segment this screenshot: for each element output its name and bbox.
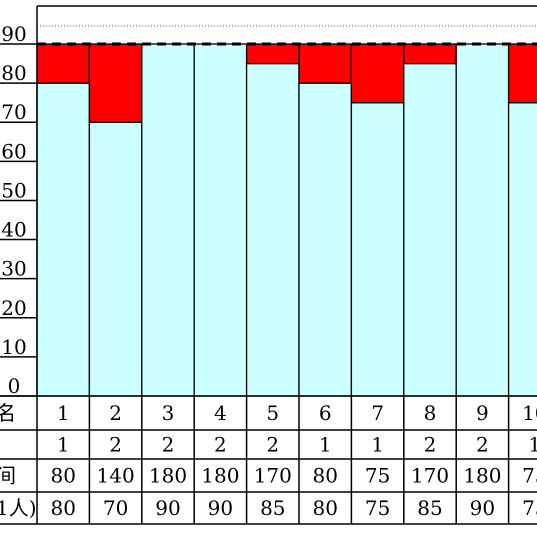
table-cell: 75 bbox=[365, 464, 390, 488]
table-cell: 5 bbox=[266, 401, 279, 425]
table-cell: 3 bbox=[162, 401, 175, 425]
reference-line-group bbox=[37, 25, 537, 46]
table-cell: 2 bbox=[109, 433, 122, 457]
table-cell: 8 bbox=[424, 401, 437, 425]
table-row-label: 间 bbox=[0, 464, 16, 488]
table-cell: 75 bbox=[522, 464, 537, 488]
table-cell: 2 bbox=[476, 433, 489, 457]
bar-segment-base bbox=[350, 102, 405, 397]
y-tick-label: 80 bbox=[1, 61, 26, 85]
table-cell: 85 bbox=[260, 496, 285, 520]
y-tick-label: 10 bbox=[1, 335, 26, 359]
table-cell: 170 bbox=[254, 464, 292, 488]
bars bbox=[36, 43, 537, 397]
table-cell: 1 bbox=[528, 433, 537, 457]
bar-segment-base bbox=[455, 43, 510, 397]
table-cell: 140 bbox=[97, 464, 135, 488]
table-cell: 10 bbox=[522, 401, 537, 425]
y-tick-label: 90 bbox=[1, 22, 26, 46]
bar-segment-base bbox=[36, 82, 91, 397]
table-cell: 6 bbox=[319, 401, 332, 425]
bar-segment-top bbox=[350, 43, 405, 104]
table-row-label: 1人) bbox=[0, 496, 37, 520]
bar-segment-top bbox=[298, 43, 353, 84]
bar-segment-top bbox=[36, 43, 91, 84]
bar-segment-top bbox=[245, 43, 300, 65]
bar-segment-top bbox=[88, 43, 143, 123]
table-cell: 2 bbox=[424, 433, 437, 457]
y-tick-label: 60 bbox=[1, 139, 26, 163]
table-cell: 90 bbox=[155, 496, 180, 520]
table-cell: 80 bbox=[50, 464, 75, 488]
table-cell: 1 bbox=[371, 433, 384, 457]
table-cell: 75 bbox=[365, 496, 390, 520]
bar-segment-base bbox=[88, 121, 143, 397]
table-cell: 85 bbox=[417, 496, 442, 520]
table-cell: 170 bbox=[411, 464, 449, 488]
table-cell: 75 bbox=[522, 496, 537, 520]
table-cell: 4 bbox=[214, 401, 227, 425]
table-cell: 1 bbox=[57, 433, 70, 457]
bar-segment-base bbox=[298, 82, 353, 397]
table-cell: 2 bbox=[214, 433, 227, 457]
table-cell: 80 bbox=[312, 496, 337, 520]
bar-segment-base bbox=[193, 43, 248, 397]
data-table: 名间1人)12345678910122221122180140180180170… bbox=[0, 395, 537, 525]
table-cell: 2 bbox=[266, 433, 279, 457]
table-cell: 90 bbox=[208, 496, 233, 520]
y-tick-label: 20 bbox=[1, 296, 26, 320]
y-tick-label: 70 bbox=[1, 100, 26, 124]
table-cell: 9 bbox=[476, 401, 489, 425]
table-cell: 80 bbox=[50, 496, 75, 520]
table-cell: 180 bbox=[201, 464, 239, 488]
y-tick-label: 0 bbox=[8, 374, 21, 398]
bar-segment-base bbox=[403, 62, 457, 397]
bar-segment-base bbox=[141, 43, 195, 397]
y-tick-label: 30 bbox=[1, 257, 26, 281]
bar-segment-base bbox=[245, 62, 300, 397]
table-cell: 80 bbox=[312, 464, 337, 488]
table-cell: 180 bbox=[149, 464, 187, 488]
table-cell: 90 bbox=[470, 496, 495, 520]
table-cell: 70 bbox=[103, 496, 128, 520]
table-cell: 1 bbox=[319, 433, 332, 457]
table-cell: 1 bbox=[57, 401, 70, 425]
bar-segment-base bbox=[507, 102, 537, 397]
table-row-label: 名 bbox=[0, 401, 16, 425]
table-cell: 2 bbox=[162, 433, 175, 457]
table-cell: 180 bbox=[463, 464, 501, 488]
bar-segment-top bbox=[507, 43, 537, 104]
y-axis: 0 10 20 30 40 50 60 70 80 90 bbox=[0, 22, 37, 398]
plot-frame bbox=[36, 5, 537, 396]
bar-segment-top bbox=[403, 43, 457, 65]
y-tick-label: 40 bbox=[1, 218, 26, 242]
table-cell: 2 bbox=[109, 401, 122, 425]
y-tick-label: 50 bbox=[1, 178, 26, 202]
table-cell: 7 bbox=[371, 401, 384, 425]
